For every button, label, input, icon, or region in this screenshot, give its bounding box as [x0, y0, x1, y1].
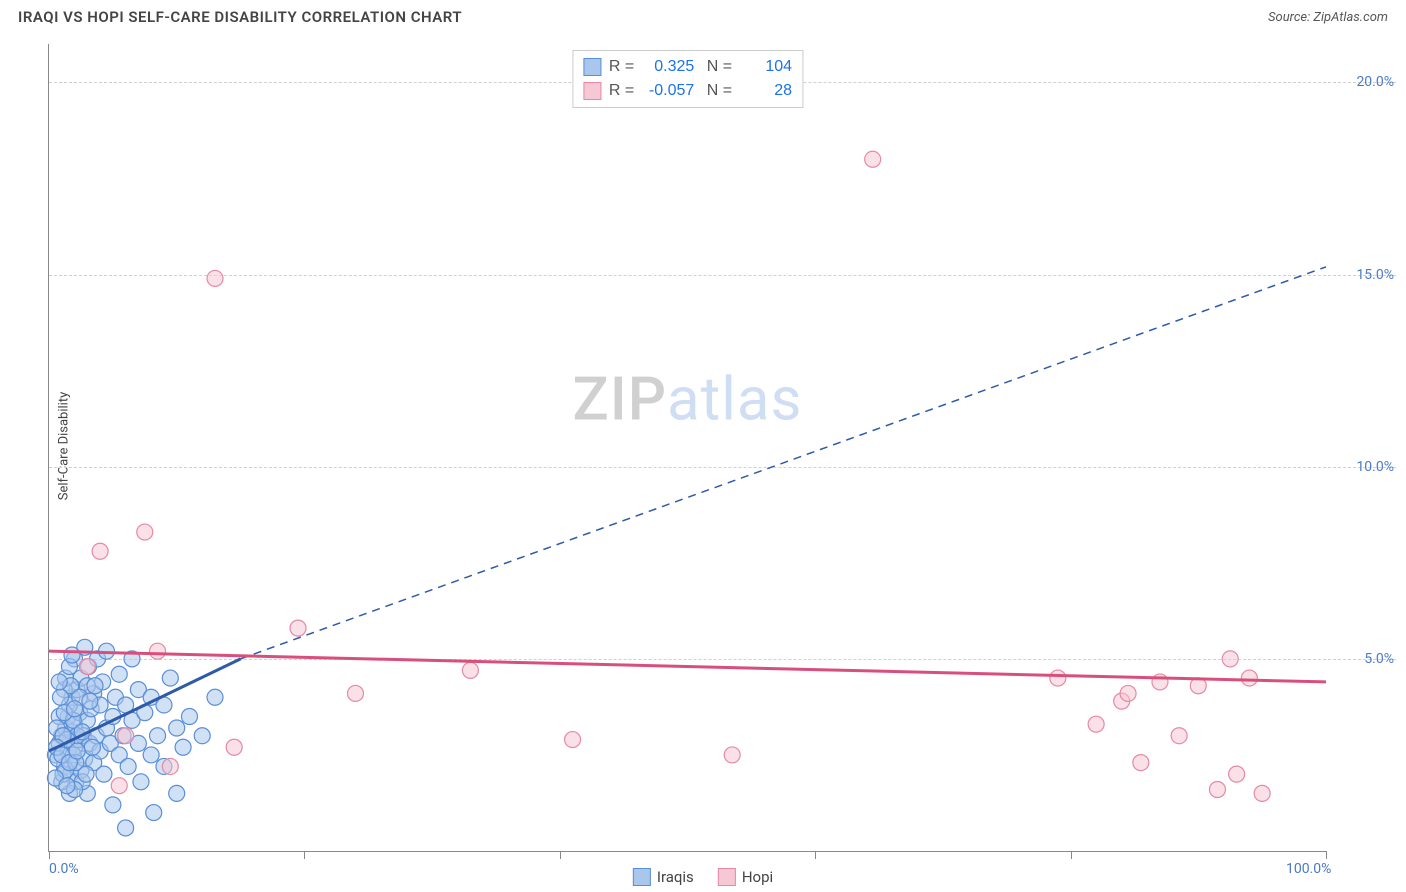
- legend-swatch: [718, 868, 736, 886]
- data-point: [51, 674, 67, 690]
- data-point: [82, 693, 98, 709]
- data-point: [1254, 785, 1270, 801]
- legend-item: Hopi: [718, 868, 773, 886]
- data-point: [565, 732, 581, 748]
- data-point: [1222, 651, 1238, 667]
- data-point: [118, 820, 134, 836]
- source-credit: Source: ZipAtlas.com: [1268, 10, 1388, 25]
- r-value: 0.325: [642, 55, 694, 79]
- data-point: [181, 709, 197, 725]
- data-point: [150, 643, 166, 659]
- r-label: R =: [609, 55, 634, 79]
- data-point: [105, 797, 121, 813]
- legend: Iraqis Hopi: [633, 868, 773, 886]
- data-point: [175, 739, 191, 755]
- data-point: [207, 270, 223, 286]
- series-swatch: [583, 82, 601, 100]
- y-tick-label: 10.0%: [1356, 459, 1394, 475]
- data-point: [64, 647, 80, 663]
- data-point: [137, 524, 153, 540]
- data-point: [1209, 782, 1225, 798]
- n-value: 104: [740, 55, 792, 79]
- legend-item: Iraqis: [633, 868, 694, 886]
- x-tick-label: 0.0%: [49, 861, 79, 877]
- series-swatch: [583, 58, 601, 76]
- x-tick: [1071, 851, 1072, 859]
- data-point: [120, 758, 136, 774]
- data-point: [194, 728, 210, 744]
- r-value: -0.057: [642, 79, 694, 103]
- data-point: [169, 720, 185, 736]
- data-point: [59, 778, 75, 794]
- legend-label: Iraqis: [657, 868, 694, 886]
- data-point: [290, 620, 306, 636]
- r-label: R =: [609, 79, 634, 103]
- n-value: 28: [740, 79, 792, 103]
- x-tick-label: 100.0%: [1286, 861, 1331, 877]
- data-point: [96, 766, 112, 782]
- data-point: [79, 659, 95, 675]
- x-tick: [49, 851, 50, 859]
- y-tick-label: 20.0%: [1356, 74, 1394, 90]
- data-point: [84, 739, 100, 755]
- n-label: N =: [702, 79, 732, 103]
- data-point: [724, 747, 740, 763]
- trend-line: [241, 267, 1326, 659]
- legend-label: Hopi: [742, 868, 773, 886]
- data-point: [1229, 766, 1245, 782]
- data-point: [207, 689, 223, 705]
- data-point: [226, 739, 242, 755]
- x-tick: [560, 851, 561, 859]
- x-tick: [304, 851, 305, 859]
- scatter-plot-svg: [49, 44, 1326, 851]
- data-point: [169, 785, 185, 801]
- data-point: [133, 774, 149, 790]
- data-point: [1120, 685, 1136, 701]
- y-tick-label: 5.0%: [1364, 651, 1394, 667]
- x-tick: [1326, 851, 1327, 859]
- chart-plot-area: ZIPatlas R =0.325 N =104R =-0.057 N =28 …: [48, 44, 1326, 852]
- n-label: N =: [702, 55, 732, 79]
- stats-row: R = -0.057 N = 28: [583, 79, 792, 103]
- data-point: [92, 543, 108, 559]
- data-point: [67, 701, 83, 717]
- data-point: [1171, 728, 1187, 744]
- data-point: [52, 689, 68, 705]
- data-point: [1050, 670, 1066, 686]
- data-point: [87, 678, 103, 694]
- x-tick: [815, 851, 816, 859]
- data-point: [865, 151, 881, 167]
- y-tick-label: 15.0%: [1356, 267, 1394, 283]
- correlation-stats-box: R = 0.325 N = 104 R = -0.057 N = 28: [572, 50, 803, 108]
- stats-row: R = 0.325 N = 104: [583, 55, 792, 79]
- legend-swatch: [633, 868, 651, 886]
- data-point: [462, 662, 478, 678]
- data-point: [1241, 670, 1257, 686]
- data-point: [162, 670, 178, 686]
- data-point: [143, 747, 159, 763]
- data-point: [1088, 716, 1104, 732]
- trend-line: [49, 651, 1326, 682]
- data-point: [1133, 755, 1149, 771]
- data-point: [111, 778, 127, 794]
- data-point: [150, 728, 166, 744]
- data-point: [118, 728, 134, 744]
- data-point: [162, 758, 178, 774]
- data-point: [69, 743, 85, 759]
- chart-title: IRAQI VS HOPI SELF-CARE DISABILITY CORRE…: [18, 8, 462, 26]
- data-point: [111, 666, 127, 682]
- data-point: [78, 766, 94, 782]
- data-point: [347, 685, 363, 701]
- data-point: [146, 805, 162, 821]
